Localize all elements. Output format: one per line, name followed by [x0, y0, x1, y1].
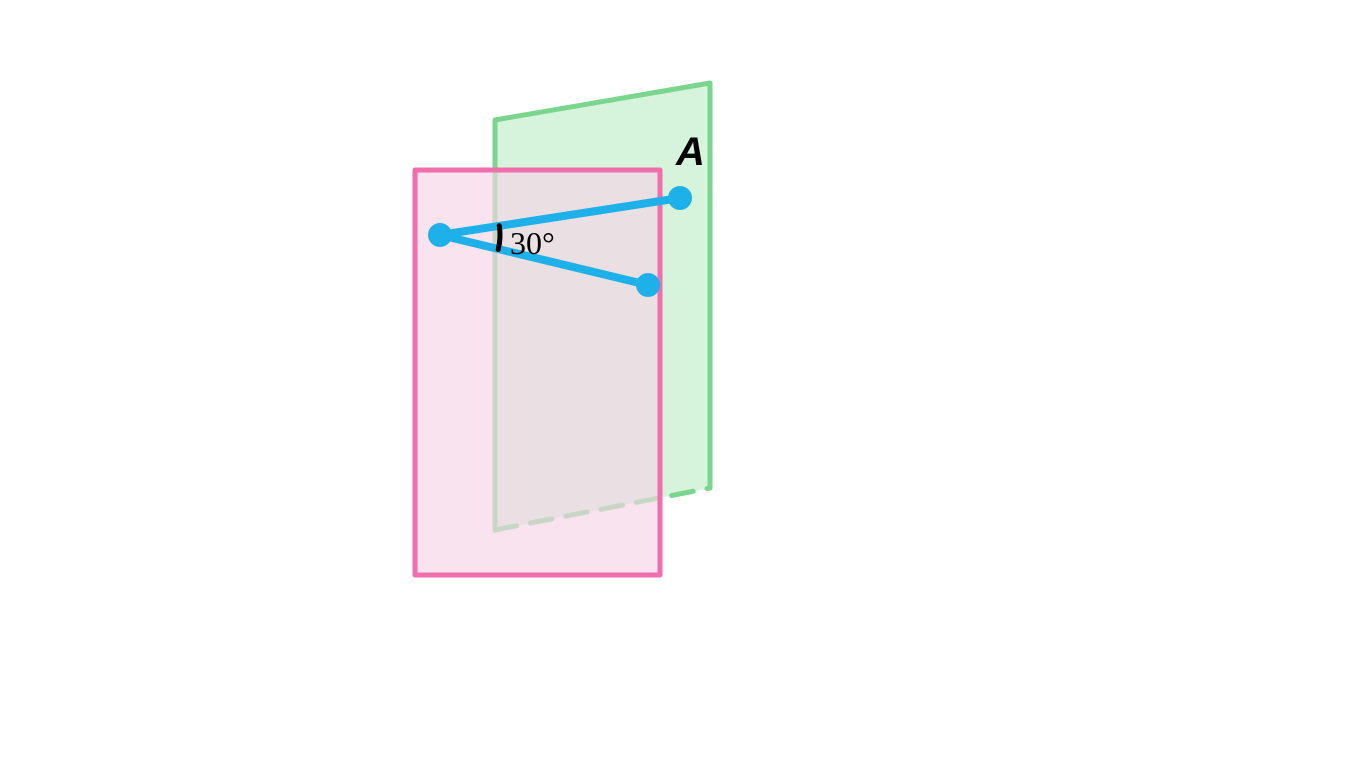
- point-vertex: [428, 223, 452, 247]
- point-lower: [636, 273, 660, 297]
- label-point-a: A: [676, 130, 705, 175]
- diagram-svg: [380, 80, 780, 620]
- point-upper: [668, 186, 692, 210]
- label-angle: 30°: [510, 225, 555, 262]
- angle-arc: [498, 226, 500, 250]
- geometric-diagram: A 30°: [380, 80, 780, 620]
